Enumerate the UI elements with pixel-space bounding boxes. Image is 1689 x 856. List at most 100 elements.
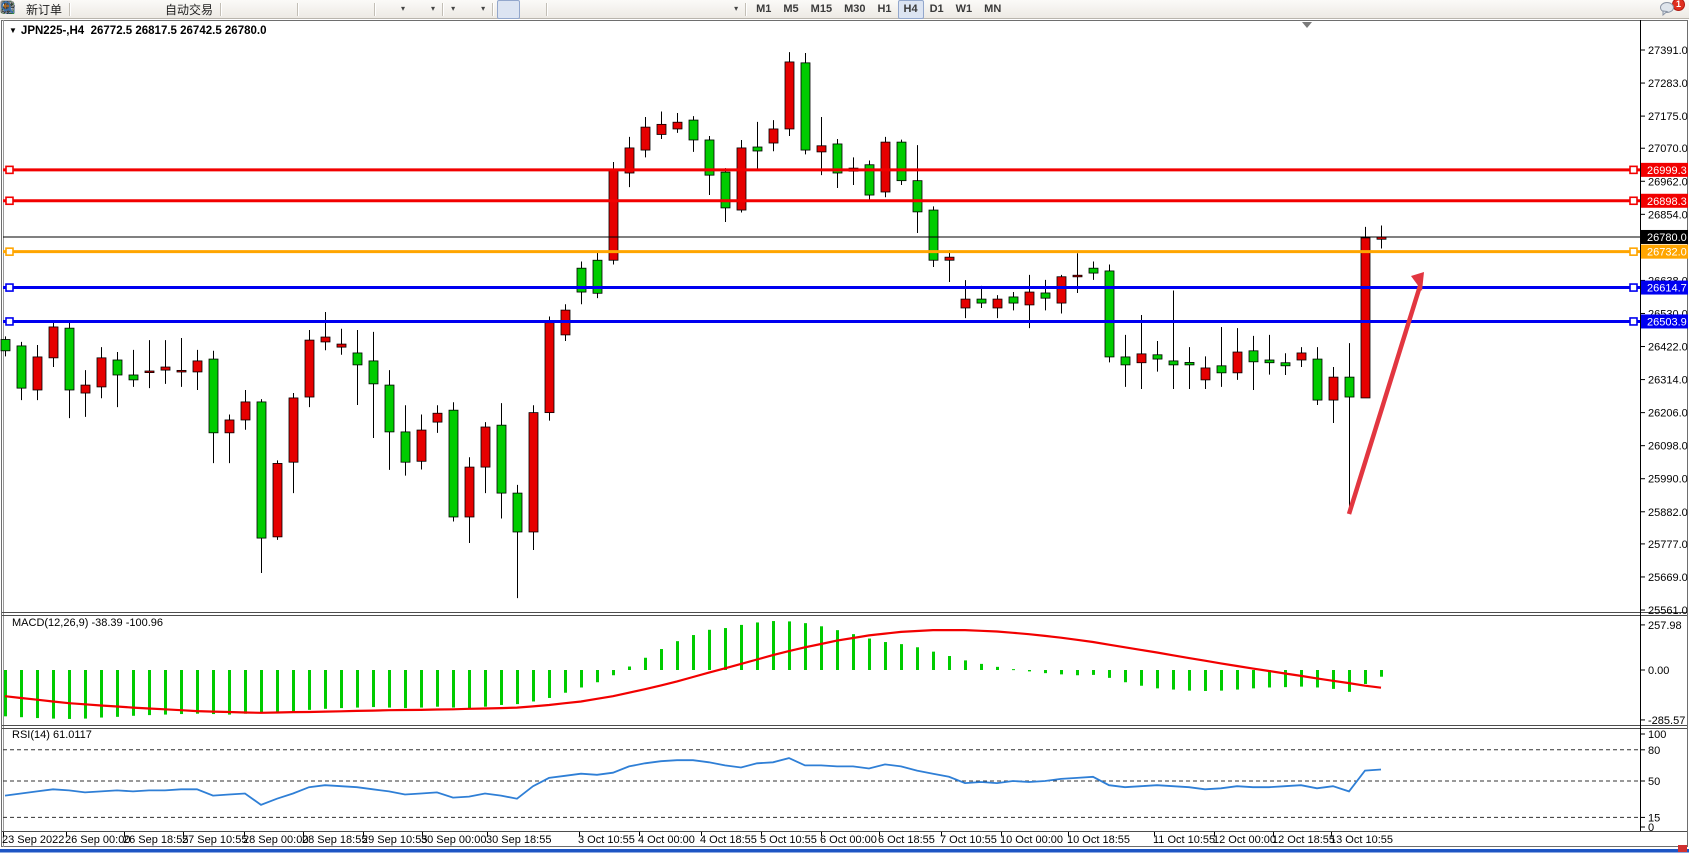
- tab-timeframe-H4[interactable]: H4: [897, 0, 924, 19]
- crosshair-tool-button[interactable]: [1, 0, 543, 19]
- chat-bubble-icon: [1660, 1, 1677, 17]
- notifications-button[interactable]: 1: [1658, 0, 1685, 19]
- zoom-in-button[interactable]: [1, 0, 325, 19]
- price-label-box: [1641, 314, 1688, 329]
- line-chart-button[interactable]: [0, 0, 294, 19]
- new-chart-icon: [0, 1, 398, 17]
- text-label-tool-button[interactable]: T: [1, 0, 712, 19]
- separator: [492, 2, 495, 16]
- vertical-line-icon: [6, 1, 570, 17]
- chevron-down-icon: ▾: [431, 4, 436, 13]
- search-button[interactable]: [1, 0, 1658, 19]
- svg-text:29 Sep 10:55: 29 Sep 10:55: [362, 834, 427, 846]
- svg-text:12 Oct 00:00: 12 Oct 00:00: [1213, 834, 1276, 846]
- svg-text:28 Sep 00:00: 28 Sep 00:00: [243, 834, 308, 846]
- depth-of-market-button[interactable]: [1, 0, 120, 19]
- styler-button[interactable]: [1, 0, 97, 19]
- periods-button[interactable]: ▾: [1, 0, 439, 19]
- tab-timeframe-M1[interactable]: M1: [756, 3, 772, 15]
- price-axis[interactable]: 27391.0 27283.0 27175.0 27070.0 26962.0 26854…: [1640, 45, 1688, 617]
- tile-windows-button[interactable]: [1, 0, 371, 19]
- chevron-down-icon: ▾: [401, 4, 406, 13]
- svg-text:27391.0: 27391.0: [1648, 45, 1688, 57]
- text-icon: A: [3, 1, 685, 17]
- tab-timeframe-MN[interactable]: MN: [984, 3, 1002, 15]
- clock-icon: [1, 1, 428, 17]
- svg-text:26999.3: 26999.3: [1647, 165, 1687, 177]
- svg-text:26422.0: 26422.0: [1648, 342, 1688, 354]
- zoom-out-button[interactable]: [1, 0, 348, 19]
- vertical-line-tool-button[interactable]: [6, 0, 574, 19]
- tab-timeframe-M15[interactable]: M15: [810, 3, 833, 15]
- new-chart-button[interactable]: ▾: [0, 0, 409, 19]
- ohlc-values: 26772.5 26817.5 26742.5 26780.0: [90, 25, 267, 37]
- text-tool-button[interactable]: A: [3, 0, 689, 19]
- indicator-window-icon: [0, 1, 478, 17]
- templates-button[interactable]: ▾: [447, 0, 459, 19]
- svg-text:-285.57: -285.57: [1648, 715, 1685, 727]
- chevron-down-icon: ▼: [9, 26, 17, 35]
- timeframe-group: M1 M5 M15 M30 H1 H4 D1 W1 MN: [750, 0, 1007, 19]
- svg-text:26614.7: 26614.7: [1647, 283, 1687, 295]
- rsi-line: [4, 757, 1382, 806]
- candlesticks: [0, 52, 1387, 599]
- tab-timeframe-H1[interactable]: H1: [877, 3, 892, 15]
- svg-text:10 Oct 00:00: 10 Oct 00:00: [1000, 834, 1063, 846]
- svg-text:26503.9: 26503.9: [1647, 316, 1687, 328]
- separator: [546, 2, 549, 16]
- equidistant-channel-tool-button[interactable]: E: [0, 0, 643, 19]
- autotrading-icon: [1, 1, 162, 17]
- trend-arrow-annotation: [1346, 285, 1423, 515]
- tab-timeframe-M30[interactable]: M30: [844, 3, 866, 15]
- zoom-in-icon: [1, 1, 321, 17]
- signals-button[interactable]: [1, 0, 143, 19]
- chart-symbol-title[interactable]: ▼ JPN225-,H4 26772.5 26817.5 26742.5 2678…: [9, 25, 266, 37]
- autotrading-button[interactable]: 自动交易: [1, 0, 217, 19]
- svg-text:30 Sep 18:55: 30 Sep 18:55: [486, 834, 551, 846]
- svg-text:25990.0: 25990.0: [1648, 474, 1688, 486]
- candlestick-chart-button[interactable]: [1, 0, 271, 19]
- svg-text:11 Oct 10:55: 11 Oct 10:55: [1153, 834, 1215, 846]
- bar-chart-button[interactable]: [1, 0, 248, 19]
- svg-text:23 Sep 2022: 23 Sep 2022: [2, 834, 64, 846]
- svg-text:13 Oct 10:55: 13 Oct 10:55: [1330, 834, 1393, 846]
- brush-icon: [1, 2, 93, 17]
- separator: [745, 2, 748, 16]
- svg-text:50: 50: [1648, 776, 1660, 788]
- horizontal-line-tool-button[interactable]: [1, 0, 597, 19]
- search-icon: [1, 1, 1654, 17]
- svg-text:257.98: 257.98: [1648, 620, 1682, 632]
- tab-timeframe-D1[interactable]: D1: [929, 3, 944, 15]
- horizontal-lines[interactable]: [3, 165, 1640, 326]
- tab-timeframe-M5[interactable]: M5: [783, 3, 799, 15]
- toolbar: 新订单 自动交易 ▾ ▾ ▾ ▾ E F A T ▾: [0, 0, 1689, 19]
- tab-timeframe-W1[interactable]: W1: [955, 3, 973, 15]
- new-order-label: 新订单: [26, 2, 63, 17]
- trendline-icon: [1, 1, 616, 17]
- fibonacci-tool-button[interactable]: F: [1, 0, 666, 19]
- arrows-icon: [3, 2, 731, 17]
- window-bottom-edge: [0, 849, 1689, 853]
- autotrading-label: 自动交易: [165, 2, 214, 17]
- arrows-tool-button[interactable]: ▾: [3, 0, 742, 19]
- symbol-period-label: JPN225-,H4: [20, 25, 85, 37]
- text-label-icon: T: [1, 2, 708, 17]
- candlestick-chart-icon: [1, 1, 267, 17]
- windows-icon: [1, 2, 116, 17]
- price-label-box: [1641, 280, 1688, 295]
- svg-text:0.00: 0.00: [1648, 665, 1669, 677]
- price-label-box: [1641, 193, 1688, 208]
- svg-text:E: E: [9, 10, 13, 15]
- trendline-tool-button[interactable]: [1, 0, 620, 19]
- crosshair-icon: [1, 1, 539, 17]
- svg-text:25561.0: 25561.0: [1648, 605, 1688, 617]
- cursor-tool-button[interactable]: [4, 0, 521, 19]
- price-label-box: [1641, 162, 1688, 177]
- indicators-button[interactable]: ▾: [0, 0, 489, 19]
- svg-text:T: T: [5, 3, 11, 13]
- separator: [69, 2, 72, 16]
- svg-text:15: 15: [1648, 812, 1660, 824]
- svg-text:26854.0: 26854.0: [1648, 209, 1688, 221]
